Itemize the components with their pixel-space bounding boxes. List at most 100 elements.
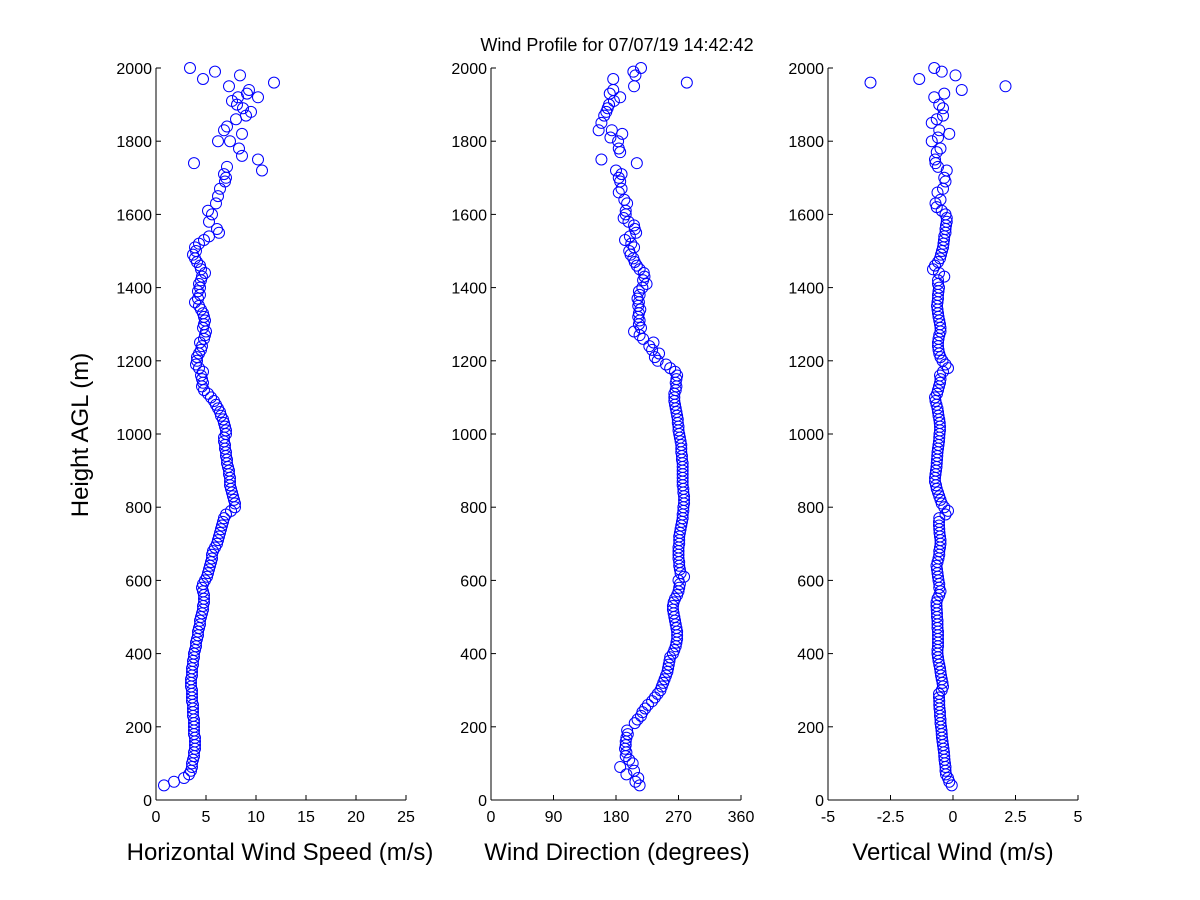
y-tick-label: 1000 [451,427,487,444]
data-point [256,164,268,177]
data-point [660,358,672,371]
x-tick-label: 2.5 [1004,809,1026,826]
y-tick-label: 600 [797,573,824,590]
data-point [215,523,227,536]
y-axis-label: Height AGL (m) [67,353,94,518]
data-point [939,508,952,521]
data-point [234,69,246,82]
data-point [651,687,664,700]
data-point [640,277,653,290]
data-point [643,340,656,353]
data-point [932,131,944,144]
y-tick-label: 1800 [116,134,152,151]
data-point [224,135,236,148]
x-tick-label: 180 [603,809,630,826]
data-point [621,197,634,210]
data-point [933,691,945,704]
data-point [197,321,209,334]
y-tick-label: 400 [460,647,487,664]
data-point [205,391,217,404]
data-point [932,160,944,173]
data-point [933,124,946,137]
data-point [937,109,949,122]
data-point [197,376,209,389]
y-tick-label: 0 [143,793,152,810]
data-point [635,62,647,74]
data-point [932,336,944,349]
y-tick-label: 1600 [788,207,824,224]
data-point [930,600,943,613]
data-point [913,72,926,85]
y-tick-label: 1000 [788,427,824,444]
y-tick-label: 0 [478,793,487,810]
data-point [237,102,249,115]
data-point [647,336,660,349]
data-point [949,69,962,82]
data-point [945,779,958,792]
data-point [934,376,946,389]
data-point [939,208,952,221]
data-point [934,252,946,265]
data-point [612,171,625,184]
data-point [197,365,209,378]
data-point [627,65,640,78]
data-point [230,113,242,126]
data-point [198,310,210,323]
data-point [929,395,942,408]
y-tick-label: 800 [797,500,824,517]
data-point [217,515,229,528]
data-point [651,354,664,367]
data-point [243,83,255,96]
data-point [933,512,946,525]
data-point [191,354,203,367]
data-point [628,223,641,236]
x-axis-label: Vertical Wind (m/s) [852,839,1053,866]
y-tick-label: 1600 [451,207,487,224]
data-point [628,80,641,93]
y-tick-label: 2000 [451,61,487,78]
data-point [188,157,200,170]
data-point [664,362,677,375]
data-point [612,142,625,155]
data-point [228,493,240,506]
data-point [933,695,946,708]
data-point [219,420,231,433]
data-point [604,131,617,144]
y-tick-label: 2000 [788,61,824,78]
y-tick-label: 1200 [116,354,152,371]
data-point [190,245,202,257]
data-point [632,772,645,785]
data-point [935,65,948,78]
data-point [221,120,233,133]
data-point [187,248,199,261]
data-point [939,358,952,371]
data-point [653,347,666,360]
data-point [245,105,257,118]
data-point [215,409,227,422]
data-point [937,102,949,115]
y-tick-label: 1600 [116,207,152,224]
data-point [618,193,631,206]
data-point [236,149,248,162]
data-point [931,556,944,569]
data-point [929,153,941,166]
x-axis-label: Horizontal Wind Speed (m/s) [127,839,434,866]
data-point [607,72,620,85]
data-point [999,80,1012,93]
data-point [236,127,248,140]
data-point [932,384,944,397]
figure-title: Wind Profile for 07/07/19 14:42:42 [480,35,753,55]
y-tick-label: 1400 [451,281,487,298]
data-point [932,406,944,419]
data-point [612,135,625,148]
data-point [955,83,968,96]
data-point [933,519,945,532]
data-point [209,65,221,78]
data-point [226,486,238,499]
y-tick-label: 200 [460,720,487,737]
data-point [621,724,634,737]
data-point [189,241,201,254]
y-tick-label: 200 [125,720,152,737]
data-point [212,534,224,547]
data-point [940,164,953,177]
